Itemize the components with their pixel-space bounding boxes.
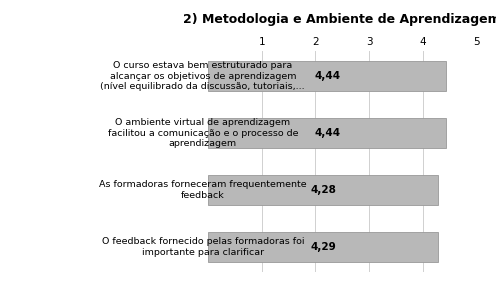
Text: 4,28: 4,28	[310, 185, 336, 195]
Bar	[208, 175, 437, 205]
Text: 4,44: 4,44	[314, 71, 340, 81]
Title: 2) Metodologia e Ambiente de Aprendizagem: 2) Metodologia e Ambiente de Aprendizage…	[184, 13, 496, 26]
Text: 4,44: 4,44	[314, 128, 340, 138]
Bar	[208, 118, 446, 148]
Bar	[208, 232, 438, 262]
Text: 4,29: 4,29	[310, 242, 336, 252]
Bar	[208, 61, 446, 91]
